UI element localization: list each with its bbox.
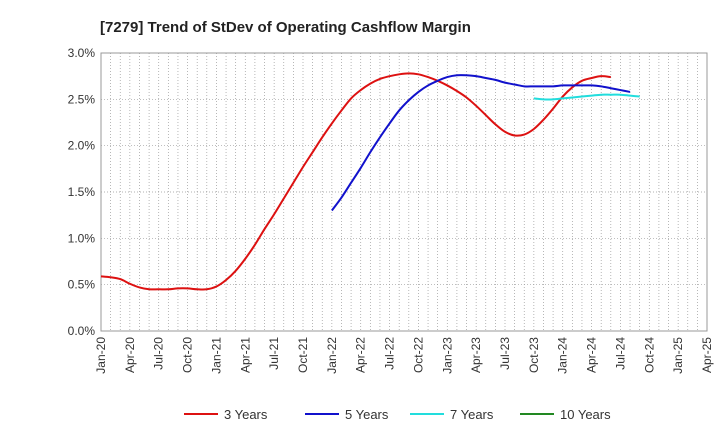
x-tick-label: Jan-23 — [440, 337, 454, 374]
x-tick-label: Oct-24 — [642, 337, 656, 373]
x-tick-label: Apr-25 — [700, 337, 714, 373]
x-tick-label: Jan-22 — [325, 337, 339, 374]
x-tick-label: Jul-22 — [383, 337, 397, 370]
y-tick-label: 0.5% — [68, 278, 96, 292]
x-tick-label: Jan-25 — [671, 337, 685, 374]
x-tick-label: Jul-23 — [498, 337, 512, 370]
x-tick-label: Apr-21 — [238, 337, 252, 373]
x-tick-label: Apr-24 — [585, 337, 599, 373]
x-tick-label: Oct-20 — [181, 337, 195, 373]
series-line-5-years — [331, 74, 631, 212]
y-axis: 0.0% 0.5% 1.0% 1.5% 2.0% 2.5% 3.0% — [68, 46, 96, 338]
x-tick-label: Jul-20 — [152, 337, 166, 370]
x-tick-label: Apr-22 — [354, 337, 368, 373]
y-tick-label: 2.0% — [68, 139, 96, 153]
x-tick-label: Oct-23 — [527, 337, 541, 373]
x-tick-label: Oct-21 — [296, 337, 310, 373]
chart-title: [7279] Trend of StDev of Operating Cashf… — [100, 19, 471, 36]
series-line-3-years — [100, 72, 611, 291]
grid — [100, 52, 708, 332]
series-layer — [100, 72, 640, 291]
y-tick-label: 1.0% — [68, 231, 96, 245]
x-tick-label: Jul-21 — [267, 337, 281, 370]
x-tick-label: Apr-20 — [123, 337, 137, 373]
x-tick-label: Jan-20 — [94, 337, 108, 374]
x-tick-label: Jan-24 — [556, 337, 570, 374]
legend-label-7-years: 7 Years — [450, 407, 494, 422]
legend: 3 Years 5 Years 7 Years 10 Years — [184, 407, 611, 422]
x-tick-label: Apr-23 — [469, 337, 483, 373]
y-tick-label: 2.5% — [68, 92, 96, 106]
y-tick-label: 3.0% — [68, 46, 96, 60]
legend-label-10-years: 10 Years — [560, 407, 611, 422]
x-axis: Jan-20 Apr-20 Jul-20 Oct-20 Jan-21 Apr-21 Jul-… — [94, 337, 714, 374]
series-line-7-years — [533, 93, 640, 101]
legend-label-5-years: 5 Years — [345, 407, 389, 422]
x-tick-label: Jan-21 — [209, 337, 223, 374]
y-tick-label: 0.0% — [68, 324, 96, 338]
legend-label-3-years: 3 Years — [224, 407, 268, 422]
x-tick-label: Oct-22 — [411, 337, 425, 373]
x-tick-label: Jul-24 — [613, 337, 627, 370]
y-tick-label: 1.5% — [68, 185, 96, 199]
